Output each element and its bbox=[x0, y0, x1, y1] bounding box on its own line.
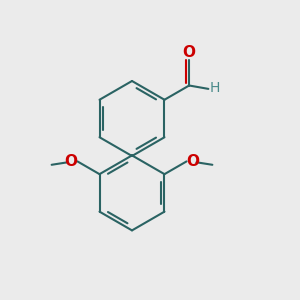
Text: O: O bbox=[187, 154, 200, 169]
Text: O: O bbox=[183, 45, 196, 60]
Text: H: H bbox=[210, 81, 220, 95]
Text: O: O bbox=[64, 154, 77, 169]
